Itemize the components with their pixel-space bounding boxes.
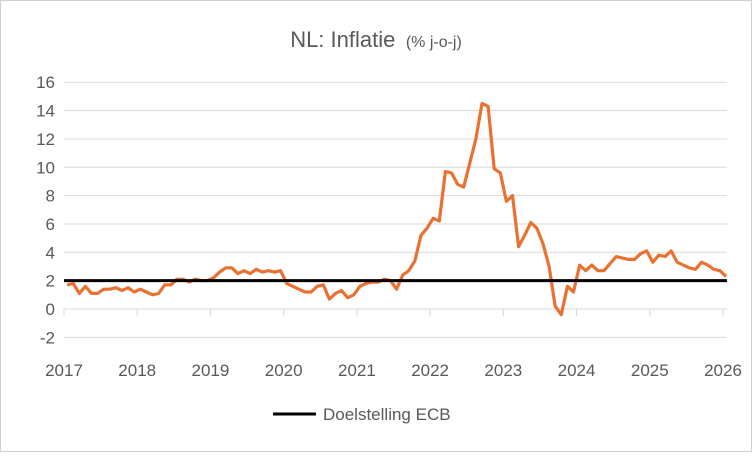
y-tick-label: 12 <box>36 130 55 149</box>
y-tick-label: 2 <box>46 272 55 291</box>
y-tick-label: 0 <box>46 300 55 319</box>
x-axis: 2017 2018 2019 2020 2021 2022 2023 2024 2025 2026 <box>45 308 742 380</box>
y-tick-label: 14 <box>36 102 55 121</box>
x-tick-label: 2020 <box>265 361 303 380</box>
x-tick-label: 2022 <box>411 361 449 380</box>
legend: Doelstelling ECB <box>273 405 451 424</box>
x-tick-label: 2019 <box>192 361 230 380</box>
x-tick-label: 2018 <box>118 361 156 380</box>
y-tick-label: 10 <box>36 158 55 177</box>
x-tick-label: 2023 <box>484 361 522 380</box>
chart-title: NL: Inflatie (% j-o-j) <box>290 27 462 52</box>
y-tick-label: -2 <box>40 328 55 347</box>
y-axis-labels: -2 0 2 4 6 8 10 12 14 16 <box>36 73 55 347</box>
y-tick-label: 8 <box>46 187 55 206</box>
x-tick-label: 2017 <box>45 361 83 380</box>
y-tick-label: 6 <box>46 215 55 234</box>
x-tick-label: 2026 <box>704 361 742 380</box>
y-tick-label: 16 <box>36 73 55 92</box>
x-tick-label: 2025 <box>631 361 669 380</box>
legend-label-ecb: Doelstelling ECB <box>323 405 451 424</box>
inflation-line <box>66 101 728 317</box>
series-layer <box>64 101 728 317</box>
y-tick-label: 4 <box>46 243 55 262</box>
x-tick-label: 2024 <box>558 361 596 380</box>
chart-title-main: NL: Inflatie <box>290 27 395 52</box>
gridlines <box>64 81 727 338</box>
chart-subtitle: (% j-o-j) <box>406 34 462 51</box>
x-tick-label: 2021 <box>338 361 376 380</box>
